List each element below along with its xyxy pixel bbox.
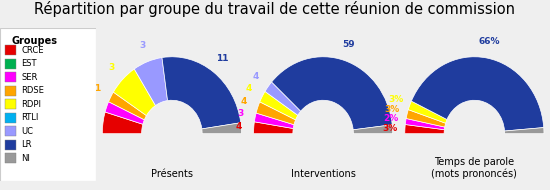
Wedge shape: [202, 123, 241, 134]
Text: NI: NI: [21, 154, 30, 163]
Text: 3%: 3%: [388, 95, 403, 104]
Text: RDSE: RDSE: [21, 86, 44, 95]
Bar: [5, 140, 16, 150]
Text: Interventions: Interventions: [291, 169, 355, 179]
Bar: [5, 72, 16, 82]
Text: 2: 2: [85, 116, 91, 125]
Wedge shape: [260, 91, 298, 120]
Text: 1: 1: [95, 84, 101, 93]
Text: 4: 4: [246, 84, 252, 93]
Wedge shape: [504, 127, 544, 134]
Text: 4: 4: [253, 72, 260, 81]
Wedge shape: [254, 122, 293, 134]
Text: 2%: 2%: [383, 114, 398, 123]
Text: Répartition par groupe du travail de cette réunion de commission: Répartition par groupe du travail de cet…: [35, 1, 515, 17]
Wedge shape: [406, 110, 446, 127]
Wedge shape: [102, 112, 143, 134]
Wedge shape: [134, 58, 168, 106]
Wedge shape: [265, 82, 301, 115]
Text: SER: SER: [21, 73, 37, 82]
Bar: [5, 113, 16, 123]
Text: 11: 11: [216, 54, 229, 63]
Bar: [96, 134, 248, 180]
Text: 1: 1: [90, 97, 96, 105]
Text: 3%: 3%: [385, 105, 400, 114]
Wedge shape: [108, 92, 146, 120]
Text: 3: 3: [109, 63, 115, 72]
Wedge shape: [113, 69, 156, 116]
Wedge shape: [162, 57, 241, 129]
Text: 4: 4: [240, 97, 247, 106]
Text: Temps de parole
(mots prononcés): Temps de parole (mots prononcés): [431, 157, 518, 179]
Text: 3%: 3%: [382, 124, 398, 133]
Bar: [5, 126, 16, 136]
Bar: [5, 59, 16, 69]
Text: LR: LR: [21, 140, 32, 149]
Text: UC: UC: [21, 127, 33, 136]
Bar: [5, 99, 16, 109]
Bar: [5, 153, 16, 163]
Text: 66%: 66%: [478, 37, 500, 46]
FancyBboxPatch shape: [0, 28, 96, 180]
Bar: [5, 86, 16, 96]
Text: 1: 1: [253, 123, 260, 131]
Wedge shape: [353, 125, 393, 134]
Wedge shape: [411, 57, 544, 131]
Text: EST: EST: [21, 59, 37, 68]
Wedge shape: [256, 102, 295, 125]
Text: Présents: Présents: [151, 169, 193, 179]
Wedge shape: [272, 57, 392, 130]
Text: 3: 3: [237, 109, 244, 118]
Bar: [5, 45, 16, 55]
Bar: [399, 134, 550, 180]
Text: 3: 3: [139, 41, 145, 51]
Text: 3: 3: [405, 124, 411, 133]
Text: Groupes: Groupes: [12, 36, 58, 46]
Wedge shape: [255, 113, 294, 128]
Bar: [248, 134, 399, 180]
Text: RTLI: RTLI: [21, 113, 38, 122]
Text: CRCE: CRCE: [21, 46, 43, 55]
Text: 59: 59: [343, 40, 355, 49]
Text: 4: 4: [235, 122, 242, 131]
Wedge shape: [405, 119, 445, 130]
Text: RDPI: RDPI: [21, 100, 41, 109]
Wedge shape: [405, 124, 444, 134]
Wedge shape: [105, 102, 144, 124]
Wedge shape: [408, 101, 447, 123]
